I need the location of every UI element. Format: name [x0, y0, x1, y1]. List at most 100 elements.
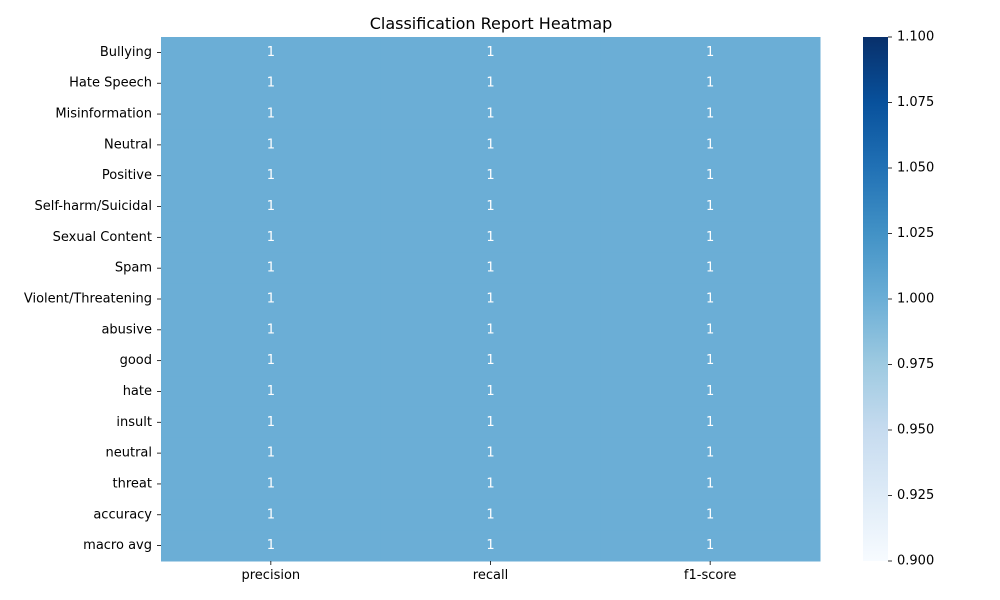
cell-value-label: 1 [486, 230, 494, 245]
cell-value-label: 1 [706, 199, 714, 214]
cell-value-label: 1 [706, 292, 714, 307]
heatmap-cell [600, 376, 821, 408]
cell-value-label: 1 [267, 476, 275, 491]
colorbar-tick-label: 0.900 [897, 554, 934, 569]
heatmap-cell [600, 98, 821, 130]
heatmap-cell [161, 221, 382, 254]
cell-value-label: 1 [486, 507, 494, 522]
chart-title: Classification Report Heatmap [370, 14, 613, 33]
y-tick-label: Spam [115, 261, 152, 276]
cell-value-label: 1 [486, 292, 494, 307]
heatmap-cell [161, 37, 382, 69]
y-tick-label: Bullying [100, 45, 152, 60]
cell-value-label: 1 [706, 45, 714, 60]
y-tick-label: abusive [101, 322, 152, 337]
y-tick-label: insult [116, 415, 152, 430]
heatmap-cell [161, 98, 382, 130]
cell-value-label: 1 [486, 107, 494, 122]
cell-value-label: 1 [486, 415, 494, 430]
heatmap-cell [600, 345, 821, 377]
colorbar-tick-label: 1.025 [897, 226, 934, 241]
heatmap-cell [161, 468, 382, 500]
heatmap-cell [600, 437, 821, 470]
heatmap-cell [161, 314, 382, 346]
cell-value-label: 1 [706, 137, 714, 152]
heatmap-cell [600, 67, 821, 100]
heatmap-cell [380, 437, 601, 470]
heatmap-cell [600, 283, 821, 315]
colorbar-tick-label: 0.975 [897, 357, 934, 372]
colorbar-tick-label: 1.100 [897, 30, 934, 45]
cell-value-label: 1 [486, 322, 494, 337]
y-tick-label: Positive [102, 168, 152, 183]
heatmap-cell [600, 252, 821, 285]
heatmap-cell [600, 37, 821, 69]
y-tick-label: good [120, 353, 152, 368]
cell-value-label: 1 [267, 230, 275, 245]
heatmap-cell [161, 67, 382, 100]
cell-value-label: 1 [706, 353, 714, 368]
heatmap-cell [161, 345, 382, 377]
heatmap-cell [600, 468, 821, 500]
heatmap-cell [380, 345, 601, 377]
y-tick-label: Neutral [104, 137, 152, 152]
cell-value-label: 1 [706, 415, 714, 430]
cell-value-label: 1 [486, 45, 494, 60]
cell-value-label: 1 [706, 507, 714, 522]
cell-value-label: 1 [486, 76, 494, 91]
heatmap-cell [380, 129, 601, 161]
cell-value-label: 1 [486, 476, 494, 491]
y-tick-label: macro avg [83, 538, 152, 553]
heatmap-cell [161, 376, 382, 408]
cell-value-label: 1 [267, 199, 275, 214]
heatmap-cell [161, 530, 382, 562]
cell-value-label: 1 [706, 538, 714, 553]
cell-value-label: 1 [267, 292, 275, 307]
cell-value-label: 1 [267, 446, 275, 461]
cell-value-label: 1 [706, 322, 714, 337]
y-tick-label: hate [123, 384, 152, 399]
cell-value-label: 1 [267, 76, 275, 91]
y-tick-label: Self-harm/Suicidal [35, 199, 152, 214]
cell-value-label: 1 [706, 168, 714, 183]
cell-value-label: 1 [706, 476, 714, 491]
heatmap-cell [600, 221, 821, 254]
cell-value-label: 1 [486, 446, 494, 461]
y-tick-label: Hate Speech [69, 76, 152, 91]
cell-annotations: 1 1 1 1 1 1 1 1 1 1 1 1 1 1 1 1 1 1 1 1 1 1 1 1 1 1 1 1 1 1 1 1 1 1 1 1 1 1 1 1… [267, 45, 715, 553]
cell-value-label: 1 [267, 261, 275, 276]
cell-value-label: 1 [267, 384, 275, 399]
colorbar-tick-label: 0.950 [897, 423, 934, 438]
cell-value-label: 1 [706, 230, 714, 245]
cell-value-label: 1 [706, 107, 714, 122]
heatmap-cell [380, 98, 601, 130]
cell-value-label: 1 [486, 199, 494, 214]
heatmap-cell [380, 252, 601, 285]
cell-value-label: 1 [267, 137, 275, 152]
cell-value-label: 1 [267, 353, 275, 368]
heatmap-cell [161, 252, 382, 285]
x-tick-label: recall [473, 568, 508, 583]
colorbar-tick-label: 0.925 [897, 488, 934, 503]
y-axis: Bullying Hate Speech Misinformation Neutral… [24, 45, 161, 553]
heatmap-cell [161, 406, 382, 439]
x-axis: precision recall f1-score [242, 561, 736, 583]
colorbar-tick-label: 1.075 [897, 95, 934, 110]
cell-value-label: 1 [706, 261, 714, 276]
cell-value-label: 1 [486, 384, 494, 399]
heatmap-cell [161, 283, 382, 315]
colorbar-tick-label: 1.000 [897, 292, 934, 307]
heatmap-cell [380, 406, 601, 439]
heatmap-cell [380, 67, 601, 100]
cell-value-label: 1 [486, 538, 494, 553]
cell-value-label: 1 [486, 353, 494, 368]
heatmap-cell [600, 160, 821, 192]
heatmap-cell [380, 314, 601, 346]
heatmap-cell [600, 406, 821, 439]
heatmap-cell [161, 129, 382, 161]
cell-value-label: 1 [706, 446, 714, 461]
heatmap-cell [380, 283, 601, 315]
cell-value-label: 1 [706, 384, 714, 399]
heatmap-cell [161, 191, 382, 223]
